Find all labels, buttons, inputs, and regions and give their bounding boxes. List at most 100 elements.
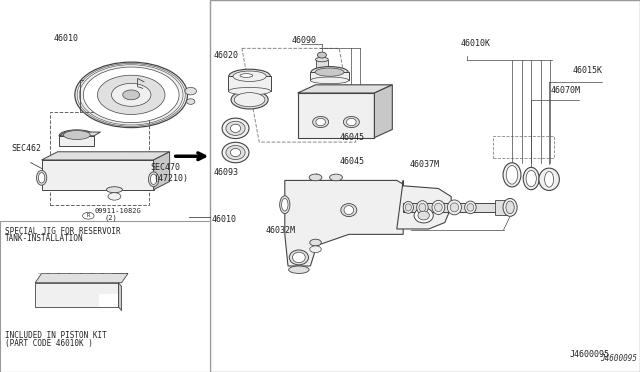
Ellipse shape bbox=[467, 203, 474, 211]
Ellipse shape bbox=[187, 99, 195, 105]
Ellipse shape bbox=[123, 90, 140, 100]
Ellipse shape bbox=[447, 200, 461, 215]
Text: 46032M: 46032M bbox=[266, 226, 296, 235]
Text: (47210): (47210) bbox=[154, 174, 189, 183]
Text: (2): (2) bbox=[104, 215, 117, 221]
Ellipse shape bbox=[292, 252, 305, 263]
Polygon shape bbox=[59, 132, 100, 136]
Ellipse shape bbox=[228, 87, 271, 95]
Ellipse shape bbox=[75, 62, 188, 128]
Bar bbox=[210, 0, 640, 372]
Text: 09911-1082G: 09911-1082G bbox=[95, 208, 141, 214]
Ellipse shape bbox=[316, 57, 328, 62]
Ellipse shape bbox=[506, 201, 515, 214]
Ellipse shape bbox=[317, 52, 326, 58]
Ellipse shape bbox=[414, 208, 433, 223]
Ellipse shape bbox=[226, 121, 245, 135]
Ellipse shape bbox=[108, 193, 121, 200]
Ellipse shape bbox=[240, 74, 253, 77]
Bar bbox=[316, 60, 328, 74]
Text: J4600095: J4600095 bbox=[570, 350, 609, 359]
Ellipse shape bbox=[234, 93, 265, 107]
Polygon shape bbox=[285, 180, 403, 266]
Bar bbox=[42, 160, 154, 190]
Polygon shape bbox=[35, 273, 128, 283]
Ellipse shape bbox=[405, 204, 412, 211]
Ellipse shape bbox=[524, 167, 540, 190]
Polygon shape bbox=[374, 85, 392, 138]
Ellipse shape bbox=[222, 142, 249, 163]
Ellipse shape bbox=[526, 170, 536, 187]
Bar bbox=[495, 200, 510, 215]
Text: J4600095: J4600095 bbox=[600, 354, 637, 363]
Ellipse shape bbox=[229, 69, 271, 83]
Ellipse shape bbox=[503, 163, 521, 187]
Text: 46045: 46045 bbox=[339, 133, 364, 142]
Ellipse shape bbox=[344, 206, 354, 215]
Ellipse shape bbox=[506, 166, 518, 184]
Bar bbox=[493, 136, 554, 158]
Ellipse shape bbox=[289, 266, 309, 273]
Ellipse shape bbox=[310, 77, 349, 84]
Bar bbox=[59, 136, 94, 146]
Ellipse shape bbox=[83, 67, 179, 123]
Bar bbox=[35, 283, 118, 307]
Text: 46070M: 46070M bbox=[550, 86, 580, 95]
Ellipse shape bbox=[310, 246, 321, 253]
Ellipse shape bbox=[465, 201, 476, 214]
Bar bbox=[50, 112, 149, 205]
Ellipse shape bbox=[59, 130, 95, 142]
Text: SPECIAL JIG FOR RESERVOIR: SPECIAL JIG FOR RESERVOIR bbox=[5, 227, 121, 236]
Ellipse shape bbox=[418, 211, 429, 220]
Bar bbox=[99, 294, 118, 307]
Ellipse shape bbox=[38, 173, 45, 183]
Ellipse shape bbox=[222, 118, 249, 139]
Ellipse shape bbox=[231, 90, 268, 109]
Text: (PART CODE 46010K ): (PART CODE 46010K ) bbox=[5, 339, 93, 347]
Text: 46045: 46045 bbox=[339, 157, 364, 166]
Text: 46090: 46090 bbox=[291, 36, 316, 45]
Ellipse shape bbox=[309, 174, 322, 181]
Ellipse shape bbox=[185, 87, 196, 95]
Bar bbox=[310, 72, 349, 80]
Ellipse shape bbox=[97, 75, 165, 115]
Ellipse shape bbox=[316, 68, 344, 76]
Text: 46015K: 46015K bbox=[573, 66, 603, 75]
Text: 46037M: 46037M bbox=[410, 160, 440, 169]
Ellipse shape bbox=[63, 131, 90, 140]
Ellipse shape bbox=[316, 118, 326, 126]
Ellipse shape bbox=[347, 118, 356, 126]
Ellipse shape bbox=[148, 172, 159, 187]
Polygon shape bbox=[154, 152, 170, 190]
Ellipse shape bbox=[289, 250, 308, 265]
Ellipse shape bbox=[539, 168, 559, 190]
Ellipse shape bbox=[435, 203, 442, 212]
Ellipse shape bbox=[230, 124, 241, 132]
Text: 46093: 46093 bbox=[213, 169, 238, 177]
Text: R: R bbox=[86, 213, 90, 218]
Polygon shape bbox=[397, 180, 451, 229]
Ellipse shape bbox=[311, 67, 348, 78]
Ellipse shape bbox=[282, 198, 288, 211]
Ellipse shape bbox=[432, 200, 445, 214]
Ellipse shape bbox=[83, 212, 94, 219]
Text: 46010: 46010 bbox=[53, 34, 78, 43]
Ellipse shape bbox=[417, 201, 428, 214]
Ellipse shape bbox=[310, 239, 321, 246]
Ellipse shape bbox=[344, 116, 360, 128]
Ellipse shape bbox=[503, 199, 517, 217]
Ellipse shape bbox=[545, 171, 554, 187]
Bar bbox=[403, 203, 502, 212]
Ellipse shape bbox=[330, 174, 342, 181]
Polygon shape bbox=[298, 85, 392, 93]
Ellipse shape bbox=[106, 187, 122, 193]
Text: SEC470: SEC470 bbox=[150, 163, 180, 172]
Bar bbox=[298, 93, 374, 138]
Polygon shape bbox=[118, 283, 122, 311]
Ellipse shape bbox=[233, 71, 266, 81]
Ellipse shape bbox=[111, 83, 151, 106]
Text: 46020: 46020 bbox=[213, 51, 238, 60]
Ellipse shape bbox=[419, 203, 426, 211]
Text: INCLUDED IN PISTON KIT: INCLUDED IN PISTON KIT bbox=[5, 331, 107, 340]
Text: TANK-INSTALLATION: TANK-INSTALLATION bbox=[5, 234, 84, 243]
